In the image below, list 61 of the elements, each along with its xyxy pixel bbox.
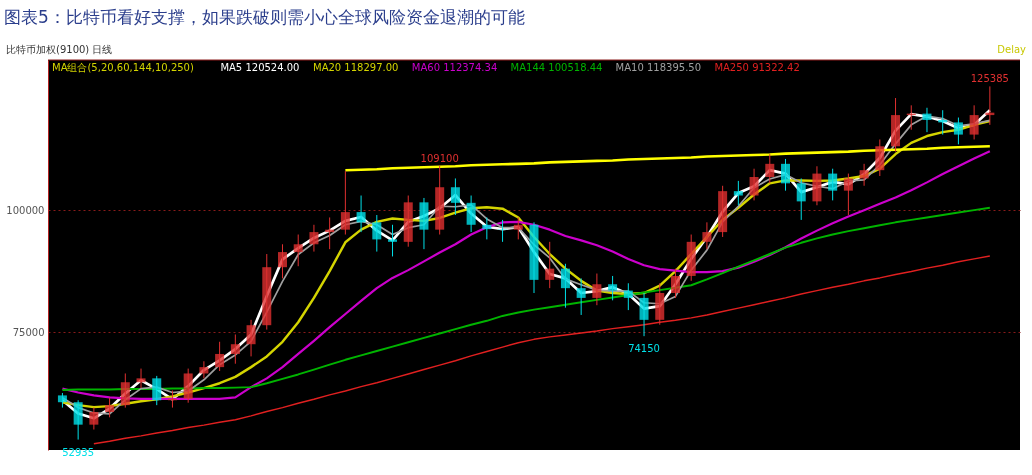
candlestick <box>372 214 382 253</box>
candlestick <box>576 277 586 316</box>
text: Delay <box>997 44 1027 55</box>
candlestick <box>73 399 83 441</box>
candlestick <box>969 104 979 140</box>
candlestick <box>670 268 680 299</box>
candlestick <box>293 234 303 267</box>
text: MA60 112374.34 <box>411 62 498 73</box>
candlestick <box>922 107 932 133</box>
candlestick <box>309 224 319 253</box>
candlestick <box>199 360 209 379</box>
text: MA20 118297.00 <box>313 62 399 73</box>
candlestick <box>623 282 633 311</box>
chart-title: 图表5：比特币看好支撑，如果跌破则需小心全球风险资金退潮的可能 <box>4 7 525 27</box>
candlestick <box>953 117 963 145</box>
candlestick <box>859 163 869 187</box>
legend-title: MA组合(5,20,60,144,10,250) <box>52 62 194 73</box>
candlestick <box>230 333 240 365</box>
candlestick <box>120 372 130 409</box>
candlestick <box>545 241 555 289</box>
text: MA144 100518.44 <box>510 62 603 73</box>
candlestick <box>498 219 508 243</box>
candlestick <box>733 180 743 206</box>
candlestick <box>592 273 602 306</box>
candlestick <box>278 243 287 279</box>
candlestick <box>450 177 460 216</box>
candlestick <box>843 173 853 216</box>
candlestick <box>749 168 759 201</box>
candlestick <box>513 216 523 240</box>
candlestick <box>639 292 649 337</box>
candlestick <box>246 319 256 357</box>
candlestick <box>136 368 146 389</box>
candlestick <box>560 263 570 309</box>
annotation: 74150 <box>628 343 660 355</box>
candlestick <box>608 275 618 301</box>
candlestick <box>215 341 225 372</box>
line-series <box>344 144 992 172</box>
candlestick <box>340 170 350 236</box>
annotation: 125385 <box>970 73 1009 85</box>
candlestick <box>765 153 775 184</box>
line-series <box>93 255 991 445</box>
candlestick <box>828 168 838 201</box>
candlestick <box>388 224 398 257</box>
candlestick <box>152 375 162 406</box>
candlestick <box>702 221 712 250</box>
candlestick <box>105 397 115 418</box>
candlestick <box>875 138 885 177</box>
y-tick-label: 75000 <box>12 326 45 338</box>
chart-subtitle: 比特币加权(9100) 日线 <box>6 44 113 55</box>
candlestick <box>482 216 492 240</box>
annotation: 52935 <box>62 446 95 458</box>
text: MA10 118395.50 <box>615 62 702 73</box>
text: MA250 91322.42 <box>714 62 800 73</box>
candlestick <box>796 177 806 221</box>
candlestick <box>781 158 790 192</box>
text: MA5 120524.00 <box>220 62 300 73</box>
candlestick <box>356 195 366 233</box>
candlestick <box>466 195 476 233</box>
y-tick-label: 100000 <box>6 204 45 216</box>
candlestick <box>89 407 99 431</box>
annotation: 109100 <box>420 152 459 164</box>
